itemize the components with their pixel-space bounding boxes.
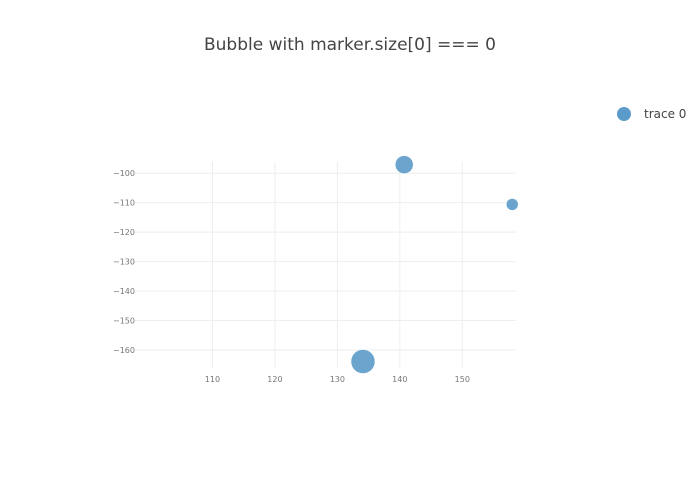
y-tick-label: −140: [113, 287, 135, 296]
x-tick-label: 140: [392, 375, 407, 384]
bubble-point[interactable]: [350, 349, 376, 374]
legend[interactable]: trace 0: [617, 107, 686, 121]
legend-marker-trace-0[interactable]: [617, 107, 631, 121]
y-tick-label: −130: [113, 258, 135, 267]
y-tick-label: −100: [113, 169, 135, 178]
bubble-layer: [350, 155, 519, 374]
y-tick-label: −120: [113, 228, 135, 237]
y-tick-label: −110: [113, 199, 135, 208]
x-tick-label: 150: [455, 375, 470, 384]
y-tick-label: −150: [113, 317, 135, 326]
grid-layer: [135, 162, 516, 368]
y-tick-label: −160: [113, 346, 135, 355]
bubble-point[interactable]: [506, 198, 519, 211]
x-tick-label: 110: [205, 375, 220, 384]
x-tick-label: 120: [267, 375, 282, 384]
bubble-point[interactable]: [394, 155, 414, 174]
legend-label-trace-0[interactable]: trace 0: [644, 107, 686, 121]
chart-title: Bubble with marker.size[0] === 0: [204, 35, 496, 55]
x-tick-label: 130: [330, 375, 345, 384]
tick-labels: 110 120 130 140 150 −100 −110 −120 −130 −140 −150 −…: [113, 169, 470, 384]
